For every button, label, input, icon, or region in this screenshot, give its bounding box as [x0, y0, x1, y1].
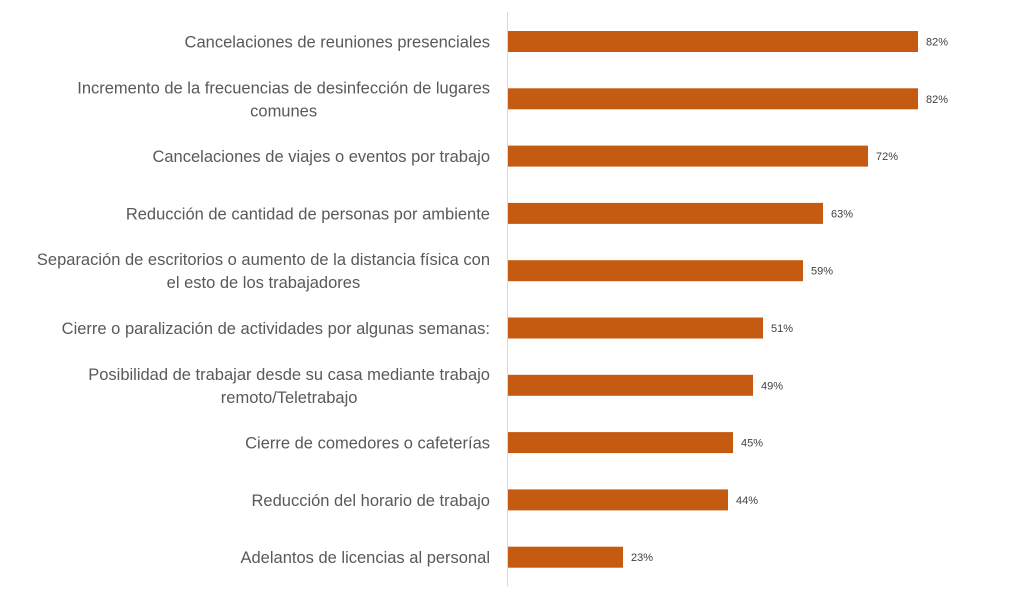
category-label: Cancelaciones de reuniones presenciales [185, 34, 490, 52]
bar [508, 145, 868, 167]
data-label: 82% [926, 37, 948, 49]
data-label: 72% [876, 151, 898, 163]
bar [508, 374, 753, 396]
bar [508, 31, 918, 52]
bar [508, 546, 623, 568]
category-label: el esto de los trabajadores [167, 274, 361, 292]
data-label: 23% [631, 552, 653, 564]
data-label: 82% [926, 94, 948, 106]
category-label: Incremento de la frecuencias de desinfec… [77, 79, 490, 97]
category-label: remoto/Teletrabajo [221, 389, 358, 407]
data-label: 63% [831, 208, 853, 220]
data-label: 49% [761, 380, 783, 392]
category-label: Cancelaciones de viajes o eventos por tr… [152, 148, 490, 166]
bar [508, 432, 733, 454]
bar [508, 88, 918, 110]
category-label: Cierre de comedores o cafeterías [245, 435, 490, 453]
category-label: Separación de escritorios o aumento de l… [37, 251, 490, 269]
data-label: 44% [736, 495, 758, 507]
category-label: Reducción de cantidad de personas por am… [126, 205, 490, 223]
bar [508, 489, 728, 511]
data-label: 51% [771, 323, 793, 335]
bar [508, 317, 763, 339]
category-label: Cierre o paralización de actividades por… [62, 320, 490, 338]
data-label: 45% [741, 438, 763, 450]
data-label: 59% [811, 266, 833, 278]
category-label: Reducción del horario de trabajo [252, 492, 491, 510]
bar [508, 202, 823, 224]
bar [508, 260, 803, 282]
category-label: comunes [250, 102, 317, 120]
category-label: Posibilidad de trabajar desde su casa me… [88, 366, 490, 384]
category-label: Adelantos de licencias al personal [241, 549, 491, 567]
